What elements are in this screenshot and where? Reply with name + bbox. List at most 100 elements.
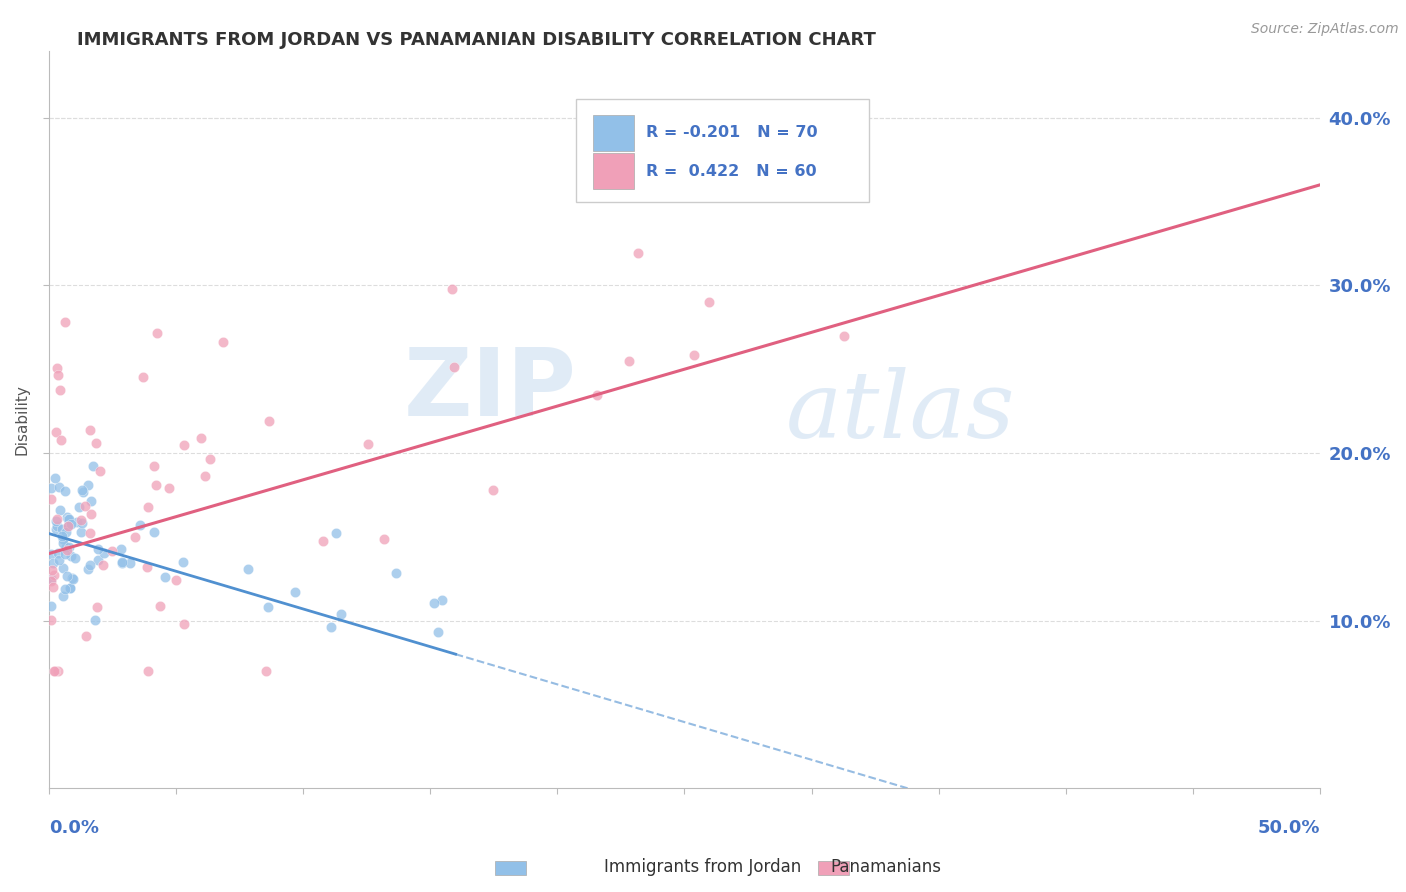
Point [45, 522, 67, 536]
Point [257, 600, 280, 615]
Point [423, 596, 446, 610]
Point [211, 334, 233, 349]
Text: Panamanians: Panamanians [831, 858, 941, 876]
Point [430, 593, 453, 607]
Bar [818, 861, 849, 875]
Point [111, 556, 134, 570]
Point [585, 388, 607, 402]
Point [135, 559, 157, 574]
Point [236, 562, 259, 576]
Point [49, 383, 72, 397]
Point [165, 573, 187, 587]
Point [56, 519, 79, 533]
Point [93, 546, 115, 560]
FancyBboxPatch shape [593, 153, 634, 189]
Point [627, 245, 650, 260]
Point [697, 295, 720, 310]
Point [284, 584, 307, 599]
Point [75, 500, 97, 514]
Point [60, 549, 83, 563]
Point [80, 493, 103, 508]
Point [56, 512, 79, 526]
Point [52, 589, 75, 603]
Point [312, 533, 335, 548]
Point [44, 664, 66, 678]
Point [111, 555, 134, 569]
Point [79, 507, 101, 521]
Point [59, 582, 82, 596]
Point [44, 664, 66, 678]
Point [86, 436, 108, 450]
Point [110, 541, 132, 556]
FancyBboxPatch shape [593, 115, 634, 151]
Point [45, 361, 67, 376]
Point [52, 532, 75, 546]
Point [39, 613, 62, 627]
Point [55, 541, 77, 555]
Point [87, 542, 110, 557]
Point [136, 500, 159, 514]
Point [70, 513, 93, 527]
Point [136, 664, 159, 678]
Point [75, 629, 97, 643]
Point [173, 616, 195, 631]
Point [72, 484, 94, 499]
Point [72, 516, 94, 531]
Point [79, 525, 101, 540]
Point [45, 519, 67, 533]
Point [325, 525, 347, 540]
Point [257, 413, 280, 427]
Point [482, 483, 505, 497]
Point [357, 437, 380, 451]
Point [39, 547, 62, 561]
Point [441, 282, 464, 296]
Point [39, 491, 62, 506]
Point [172, 555, 194, 569]
Point [56, 542, 79, 557]
Point [52, 536, 75, 550]
Point [53, 582, 76, 596]
Point [72, 483, 94, 498]
Point [49, 433, 72, 447]
Point [70, 525, 93, 540]
Text: ZIP: ZIP [404, 344, 576, 436]
Text: atlas: atlas [786, 368, 1015, 457]
Text: R =  0.422   N = 60: R = 0.422 N = 60 [647, 164, 817, 179]
Point [39, 574, 62, 588]
Point [149, 599, 172, 613]
Point [55, 547, 77, 561]
Point [58, 540, 80, 554]
Point [66, 515, 89, 529]
Point [91, 558, 114, 572]
Point [254, 664, 277, 678]
Point [46, 368, 69, 383]
Point [385, 566, 408, 581]
Point [86, 599, 108, 614]
Bar [495, 861, 526, 875]
Point [39, 599, 62, 614]
Point [79, 423, 101, 437]
Point [39, 481, 62, 495]
Point [49, 503, 72, 517]
Point [44, 471, 66, 485]
Point [190, 431, 212, 445]
Point [60, 571, 83, 585]
Point [39, 573, 62, 587]
Point [52, 561, 75, 575]
Point [145, 477, 167, 491]
Point [82, 458, 104, 473]
Point [682, 348, 704, 362]
Point [45, 425, 67, 439]
Point [76, 562, 98, 576]
Point [51, 529, 73, 543]
Point [46, 664, 69, 678]
Point [129, 518, 152, 533]
Point [55, 525, 77, 540]
Point [443, 359, 465, 374]
Point [194, 469, 217, 483]
Point [330, 607, 353, 621]
Point [53, 315, 76, 329]
Point [153, 570, 176, 584]
Point [198, 451, 221, 466]
Point [46, 546, 69, 560]
